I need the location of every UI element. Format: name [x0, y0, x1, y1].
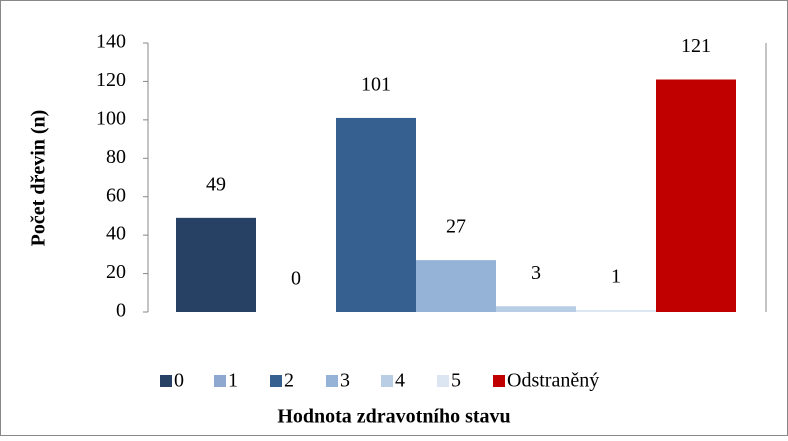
y-tick-label: 40 [106, 223, 126, 245]
y-tick-label: 100 [96, 107, 126, 129]
data-label: 49 [206, 173, 226, 195]
bar [176, 217, 256, 312]
y-tick-label: 140 [96, 31, 126, 53]
legend-label: 5 [451, 370, 461, 392]
legend-label: 3 [340, 370, 350, 392]
y-tick-label: 60 [106, 184, 126, 206]
legend-swatch [493, 375, 505, 387]
legend-swatch [381, 375, 393, 387]
legend-label: 4 [395, 370, 405, 392]
legend-swatch [270, 375, 282, 387]
data-label: 0 [291, 268, 301, 290]
bar [496, 306, 576, 312]
bar [576, 310, 656, 312]
data-label: 101 [361, 74, 391, 96]
y-tick-label: 0 [116, 300, 126, 322]
bar [336, 117, 416, 312]
bar [416, 260, 496, 312]
data-label: 121 [681, 35, 711, 57]
legend-swatch [214, 375, 226, 387]
legend-label: 1 [228, 370, 238, 392]
data-label: 27 [446, 216, 466, 238]
legend-label: Odstraněný [507, 370, 599, 392]
x-axis-title: Hodnota zdravotního stavu [277, 406, 510, 428]
legend-swatch [437, 375, 449, 387]
bar [656, 79, 736, 312]
data-label: 3 [531, 262, 541, 284]
legend-label: 0 [174, 370, 184, 392]
legend-swatch [326, 375, 338, 387]
y-tick-label: 80 [106, 146, 126, 168]
y-tick-label: 120 [96, 69, 126, 91]
y-axis-title: Počet dřevin (n) [28, 110, 50, 247]
y-tick-label: 20 [106, 261, 126, 283]
legend-swatch [160, 375, 172, 387]
legend-label: 2 [284, 370, 294, 392]
data-label: 1 [611, 266, 621, 288]
